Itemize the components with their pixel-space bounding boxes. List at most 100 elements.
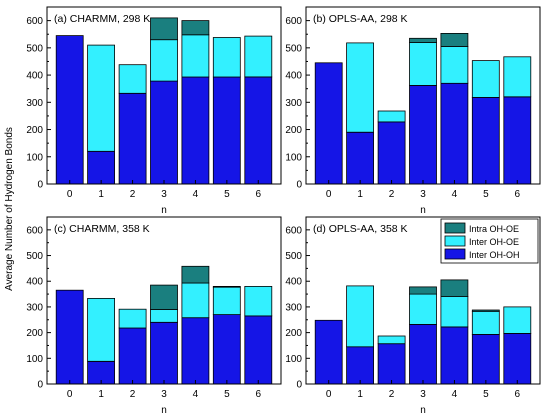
- bar-intra-oh-oe-n4: [440, 279, 469, 297]
- bar-intra-oh-oe-n5: [471, 309, 500, 312]
- x-tick-label: 4: [452, 389, 458, 400]
- x-tick-label: 5: [224, 389, 230, 400]
- y-tick-label: 300: [26, 98, 43, 109]
- chart-panel-c: 0 100 200 300 400 500 600 0 1 2 3 4 5 6 n (c) CHARMM, 3…: [26, 216, 282, 416]
- panel-title: (b) OPLS-AA, 298 K: [313, 13, 408, 25]
- bar-inter-oh-oe-n5: [212, 37, 241, 78]
- panel-title: (d) OPLS-AA, 358 K: [313, 223, 408, 235]
- bar-inter-oh-oe-n6: [503, 306, 532, 334]
- bar-inter-oh-oh-n5: [212, 76, 241, 185]
- chart-panel-b: 0 100 200 300 400 500 600 0 1 2 3 4 5 6 n (b) OPLS-AA, …: [285, 6, 541, 216]
- bar-inter-oh-oe-n3: [409, 42, 437, 86]
- bar-inter-oh-oe-n2: [118, 308, 147, 329]
- bar-inter-oh-oe-n2: [377, 335, 406, 345]
- bar-intra-oh-oe-n3: [409, 37, 437, 43]
- bar-inter-oh-oe-n1: [87, 297, 115, 362]
- bar-inter-oh-oh-n6: [244, 76, 273, 185]
- y-tick-label: 400: [285, 277, 302, 288]
- bar-intra-oh-oe-n4: [181, 265, 210, 284]
- bar-intra-oh-oe-n3: [409, 286, 437, 295]
- x-tick-label: 6: [256, 389, 262, 400]
- x-tick-label: 4: [452, 189, 458, 200]
- y-tick-label: 600: [26, 225, 43, 236]
- bar-intra-oh-oe-n4: [181, 20, 210, 36]
- x-axis-label: n: [420, 405, 426, 416]
- y-tick-label: 200: [285, 328, 302, 339]
- bar-inter-oh-oh-n1: [87, 150, 115, 185]
- x-tick-label: 2: [130, 189, 136, 200]
- y-tick-label: 500: [26, 251, 43, 262]
- legend-entry: Intra OH-OE: [469, 224, 519, 234]
- bar-inter-oh-oh-n6: [244, 315, 273, 385]
- x-tick-label: 0: [67, 389, 73, 400]
- bar-inter-oh-oh-n3: [409, 85, 437, 185]
- bar-intra-oh-oe-n5: [212, 285, 241, 288]
- bar-inter-oh-oh-n0: [314, 62, 343, 185]
- bar-inter-oh-oe-n6: [503, 56, 532, 98]
- x-tick-label: 0: [326, 189, 332, 200]
- chart-panel-d: 0 100 200 300 400 500 600 0 1 2 3 4 5 6 n (d) OPLS-AA, …: [285, 216, 541, 416]
- bar-inter-oh-oh-n1: [346, 346, 375, 385]
- x-axis-label: n: [420, 205, 426, 216]
- x-tick-label: 2: [389, 189, 395, 200]
- legend: Intra OH-OE Inter OH-OE Inter OH-OH: [440, 218, 539, 264]
- y-axis-label: Average Number of Hydrogen Bonds: [4, 127, 15, 291]
- y-tick-label: 400: [285, 71, 302, 82]
- bar-intra-oh-oe-n3: [150, 17, 178, 41]
- legend-swatch: [444, 222, 466, 234]
- chart-panel-a: 0 100 200 300 400 500 600 0 1 2 3 4 5 6 n (a) CHARMM, 2…: [26, 6, 282, 216]
- x-tick-label: 4: [193, 389, 199, 400]
- bar-intra-oh-oe-n4: [440, 33, 469, 47]
- panel-title: (a) CHARMM, 298 K: [54, 13, 150, 25]
- bar-inter-oh-oe-n4: [181, 34, 210, 78]
- bar-inter-oh-oh-n4: [181, 317, 210, 385]
- bar-inter-oh-oh-n2: [377, 121, 406, 185]
- y-tick-label: 200: [26, 328, 43, 339]
- x-tick-label: 6: [515, 389, 521, 400]
- bar-inter-oh-oe-n2: [118, 64, 147, 94]
- y-tick-label: 200: [26, 125, 43, 136]
- y-tick-label: 0: [37, 380, 43, 391]
- bar-inter-oh-oh-n6: [503, 332, 532, 385]
- bar-inter-oh-oh-n4: [181, 76, 210, 185]
- x-tick-label: 3: [420, 389, 426, 400]
- x-axis-label: n: [161, 405, 167, 416]
- bar-inter-oh-oe-n1: [346, 42, 375, 133]
- y-tick-label: 0: [37, 180, 43, 191]
- bar-inter-oh-oe-n4: [440, 46, 469, 84]
- y-tick-label: 0: [296, 380, 302, 391]
- y-tick-label: 500: [285, 43, 302, 54]
- legend-swatch: [444, 248, 466, 260]
- x-tick-label: 0: [326, 389, 332, 400]
- bar-inter-oh-oe-n6: [244, 35, 273, 78]
- x-tick-label: 5: [483, 389, 489, 400]
- x-tick-label: 2: [389, 389, 395, 400]
- x-tick-label: 0: [67, 189, 73, 200]
- bar-inter-oh-oe-n1: [87, 44, 115, 152]
- x-tick-label: 3: [420, 189, 426, 200]
- y-tick-label: 400: [26, 71, 43, 82]
- bar-inter-oh-oh-n1: [346, 131, 375, 185]
- y-tick-label: 600: [285, 225, 302, 236]
- bar-inter-oh-oh-n4: [440, 82, 469, 185]
- y-tick-label: 500: [26, 43, 43, 54]
- legend-entry: Inter OH-OH: [469, 250, 520, 260]
- legend-swatch: [444, 235, 466, 247]
- x-tick-label: 3: [161, 189, 167, 200]
- y-tick-label: 100: [26, 354, 43, 365]
- bar-inter-oh-oh-n5: [212, 314, 241, 385]
- y-tick-label: 400: [26, 277, 43, 288]
- bar-inter-oh-oe-n3: [150, 39, 178, 82]
- bar-inter-oh-oh-n0: [55, 35, 84, 185]
- bar-inter-oh-oe-n6: [244, 285, 273, 317]
- y-tick-label: 100: [285, 152, 302, 163]
- bar-inter-oh-oh-n3: [150, 80, 178, 185]
- x-tick-label: 4: [193, 189, 199, 200]
- bar-intra-oh-oe-n3: [150, 284, 178, 310]
- bar-inter-oh-oe-n4: [181, 282, 210, 319]
- x-tick-label: 3: [161, 389, 167, 400]
- y-tick-label: 500: [285, 251, 302, 262]
- y-tick-label: 300: [285, 302, 302, 313]
- legend-entry: Inter OH-OE: [469, 237, 519, 247]
